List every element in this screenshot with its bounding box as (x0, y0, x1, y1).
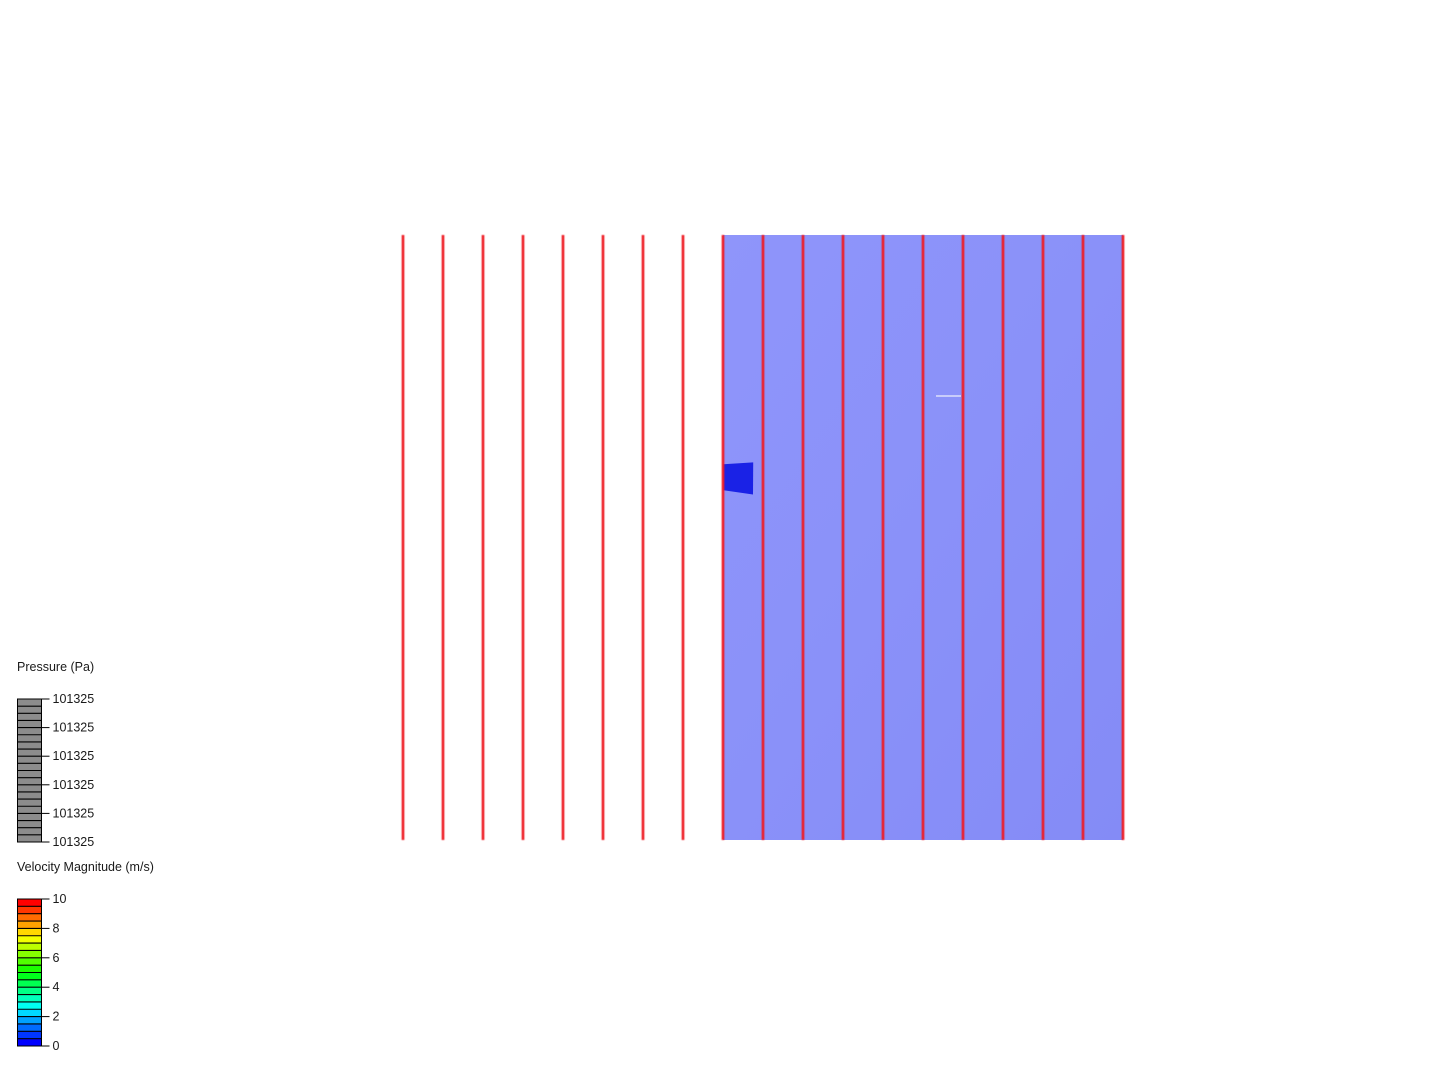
svg-text:101325: 101325 (53, 806, 95, 820)
svg-text:6: 6 (53, 951, 60, 965)
svg-text:101325: 101325 (53, 835, 95, 849)
svg-text:Pressure (Pa): Pressure (Pa) (17, 660, 94, 674)
svg-text:0: 0 (53, 1039, 60, 1053)
svg-text:2: 2 (53, 1010, 60, 1024)
svg-text:8: 8 (53, 921, 60, 935)
svg-text:101325: 101325 (53, 692, 95, 706)
svg-text:101325: 101325 (53, 778, 95, 792)
svg-text:Velocity Magnitude (m/s): Velocity Magnitude (m/s) (17, 860, 154, 874)
svg-text:101325: 101325 (53, 749, 95, 763)
svg-text:101325: 101325 (53, 721, 95, 735)
svg-text:4: 4 (53, 980, 60, 994)
svg-text:10: 10 (53, 892, 67, 906)
